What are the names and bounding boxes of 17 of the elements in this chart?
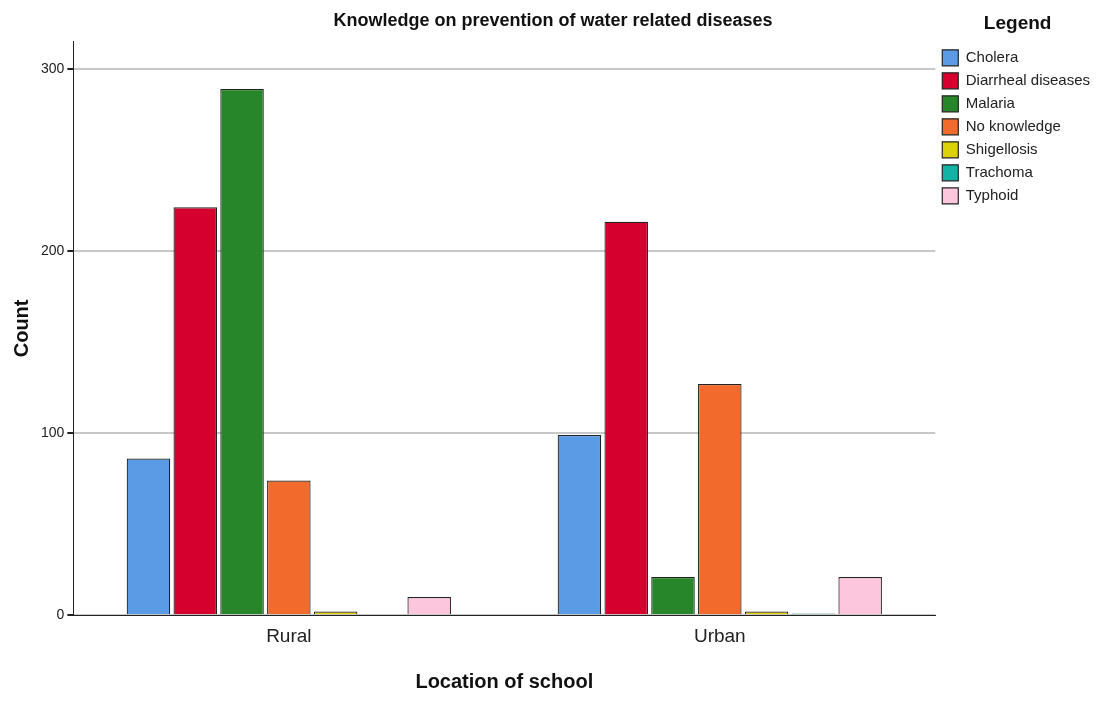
x-axis-title: Location of school <box>415 669 594 692</box>
legend-label: Shigellosis <box>965 139 1038 157</box>
y-axis-title: Count <box>9 299 32 358</box>
legend-title: Legend <box>983 11 1052 33</box>
legend-label: Diarrheal diseases <box>965 70 1091 88</box>
y-tick-label: 100 <box>41 423 65 440</box>
y-tick-label: 0 <box>56 606 65 623</box>
legend-label: Malaria <box>965 93 1016 111</box>
legend-label: Cholera <box>965 47 1019 65</box>
legend-label: Typhoid <box>965 185 1019 203</box>
y-tick-label: 300 <box>41 59 65 76</box>
y-tick-label: 200 <box>41 241 65 258</box>
x-tick-label: Rural <box>266 624 312 646</box>
legend-label: No knowledge <box>965 116 1061 134</box>
x-tick-label: Urban <box>693 624 746 646</box>
chart-title: Knowledge on prevention of water related diseases <box>333 9 773 30</box>
legend-label: Trachoma <box>965 162 1034 180</box>
